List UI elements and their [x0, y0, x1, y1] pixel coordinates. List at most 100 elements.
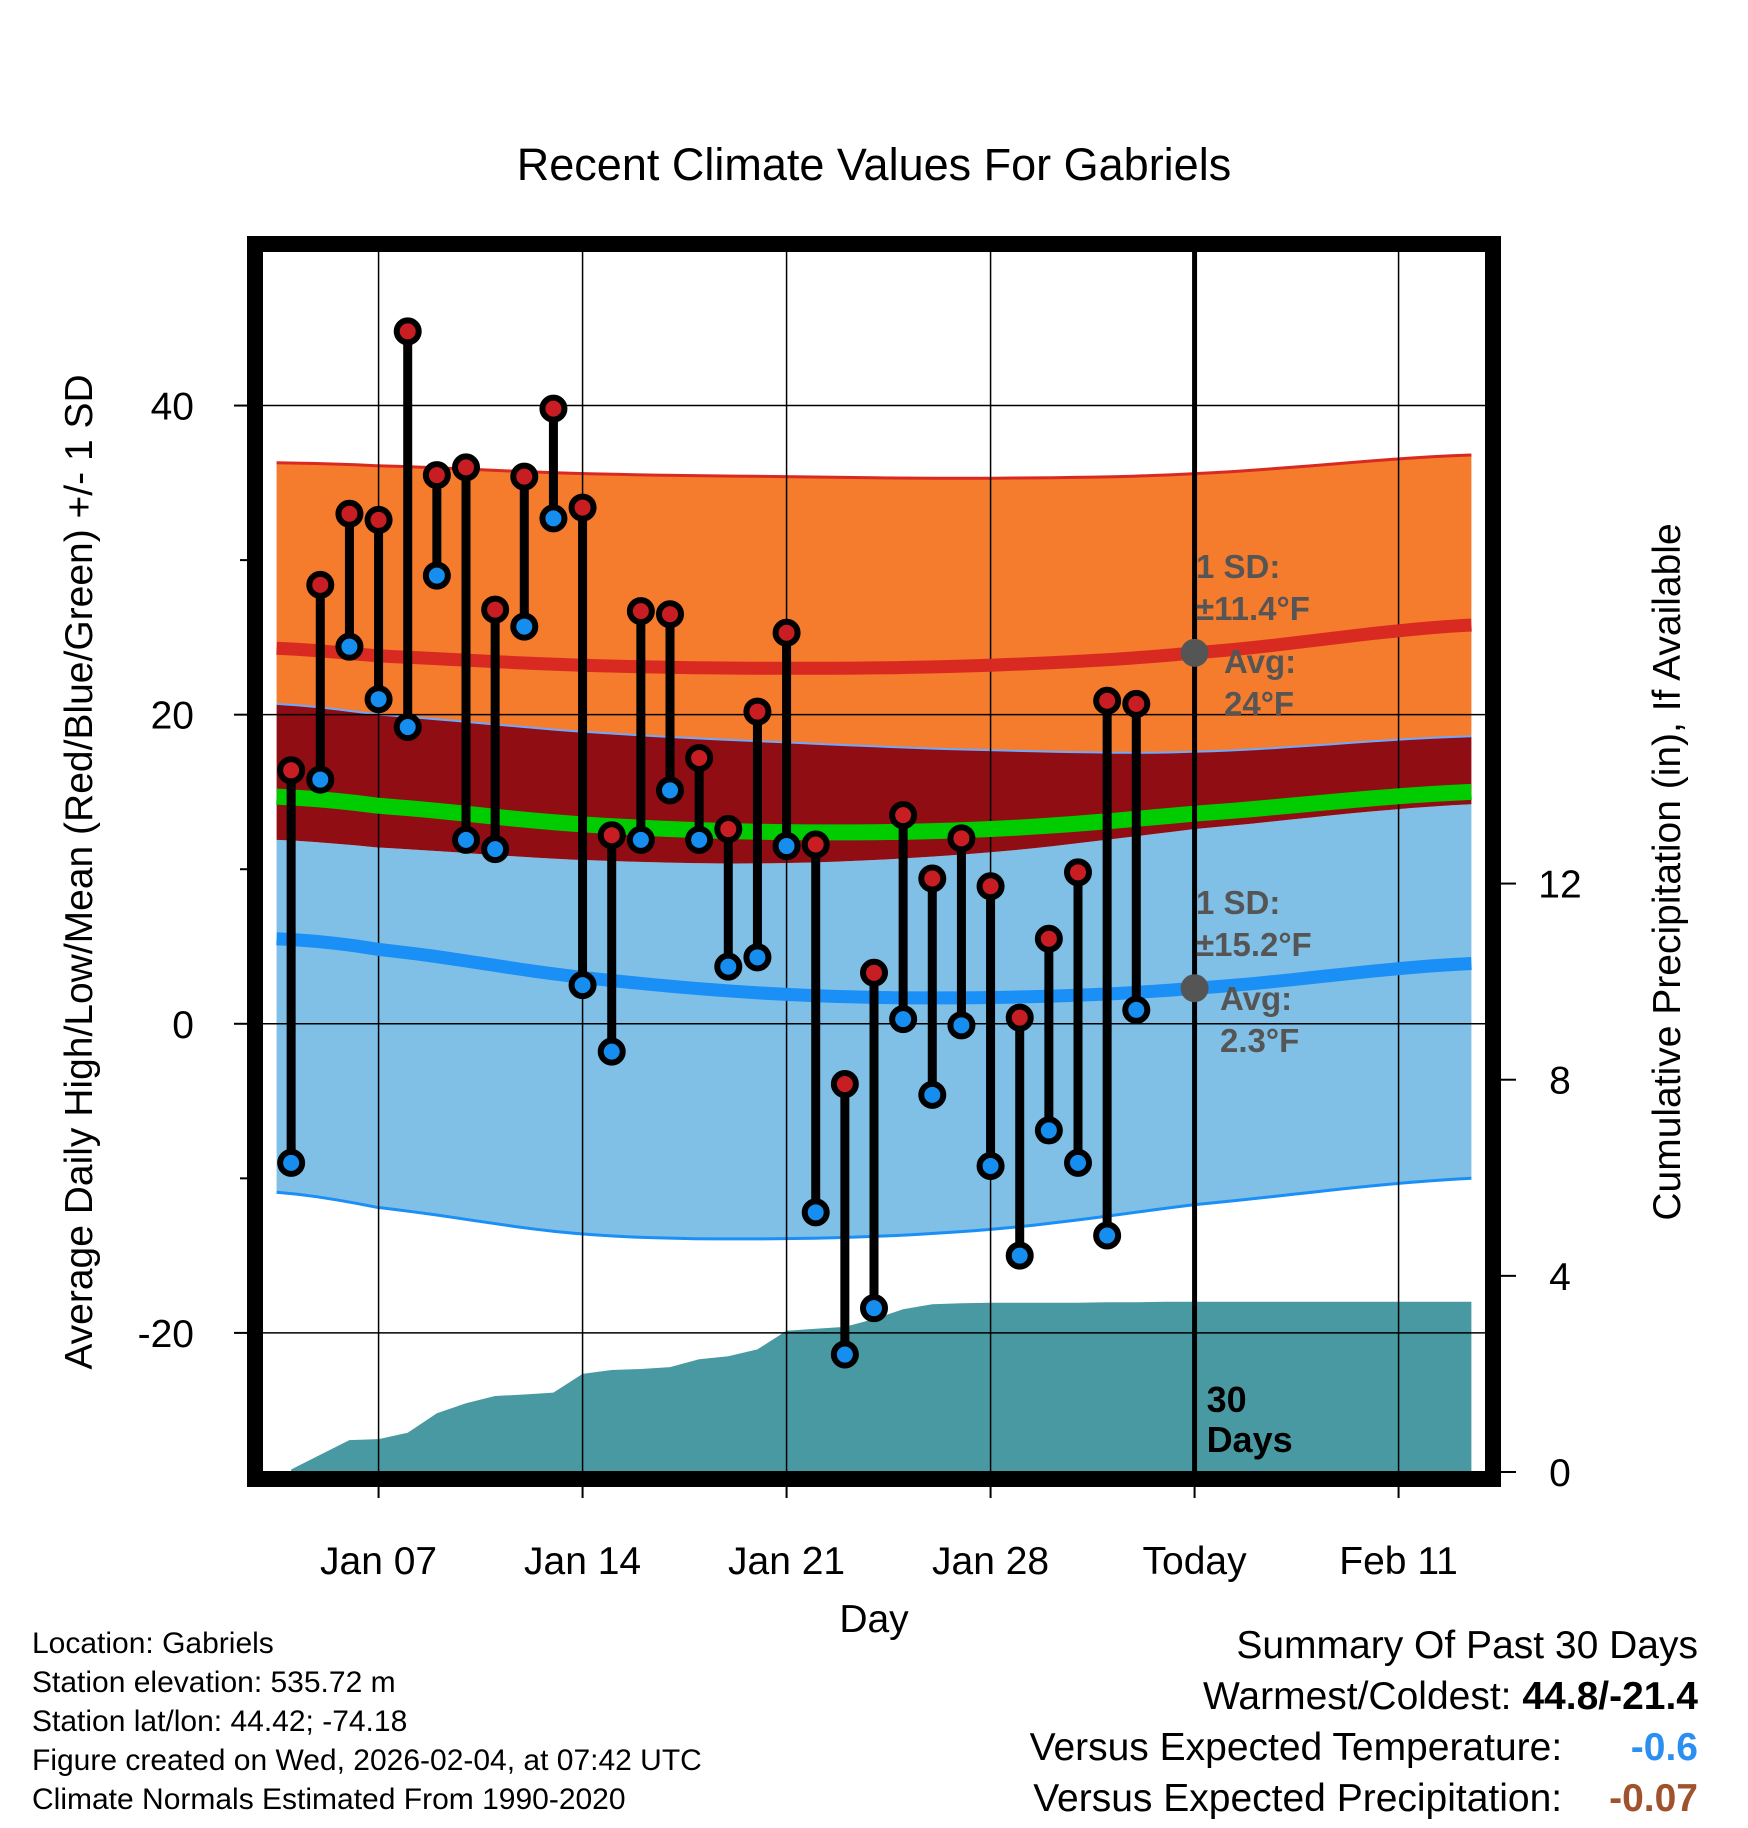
high-temp-dot	[277, 756, 306, 785]
y2-tick-label: 0	[1549, 1452, 1571, 1495]
location-text: Location: Gabriels	[32, 1627, 274, 1660]
high-temp-dot	[947, 824, 976, 853]
mean-line	[276, 783, 1472, 841]
normals-text: Climate Normals Estimated From 1990-2020	[32, 1783, 626, 1816]
summary-temp: Versus Expected Temperature: -0.6	[1030, 1722, 1698, 1773]
y-axis-label-right: Cumulative Precipitation (in), If Availa…	[1646, 523, 1689, 1220]
high-temp-dot	[393, 317, 422, 346]
high-temp-dot	[685, 743, 714, 772]
low-temp-dot	[1064, 1148, 1092, 1177]
y-tick-label: 20	[151, 695, 194, 738]
annotations: 1 SD: ±11.4°F Avg: 24°F 1 SD: ±15.2°F Avg: 2.3°…	[1180, 548, 1312, 1059]
days-label-line2: Days	[1207, 1419, 1293, 1460]
low-temp-dot	[539, 504, 568, 533]
summary-title: Summary Of Past 30 Days	[1236, 1624, 1698, 1667]
high-sd-band	[276, 455, 1472, 753]
low-temp-dot	[947, 1011, 976, 1040]
high-temp-dot	[1122, 689, 1151, 718]
station-info: Location: Gabriels Station elevation: 53…	[32, 1624, 702, 1819]
low-temp-dot	[393, 713, 422, 742]
high-temp-dot	[597, 821, 626, 850]
summary-warmest-coldest: Warmest/Coldest: 44.8/-21.4	[1030, 1671, 1698, 1722]
low-temp-dot	[889, 1005, 918, 1034]
high-temp-dot	[568, 493, 597, 522]
low-temp-dot	[568, 971, 597, 1000]
latlon-text: Station lat/lon: 44.42; -74.18	[32, 1705, 408, 1738]
low-temp-dot	[860, 1294, 888, 1323]
high-temp-dot	[626, 597, 655, 626]
high-sd-value: ±11.4°F	[1196, 590, 1310, 627]
y-tick-label: -20	[138, 1313, 194, 1356]
chart-title: Recent Climate Values For Gabriels	[517, 139, 1231, 190]
plot-frame	[247, 236, 1501, 1487]
low-temp-dot	[830, 1340, 859, 1369]
high-temp-dot	[830, 1070, 859, 1099]
observation-dots	[277, 317, 1151, 1369]
low-temp-dot	[452, 825, 480, 854]
days-label-line1: 30	[1207, 1379, 1247, 1420]
summary-panel: Summary Of Past 30 Days Warmest/Coldest:…	[1030, 1620, 1698, 1824]
low-temp-dot	[1034, 1116, 1063, 1145]
low-temp-dot	[335, 632, 364, 661]
low-temp-dot	[422, 561, 451, 590]
low-avg-value: 2.3°F	[1220, 1022, 1299, 1059]
precip-label: Versus Expected Precipitation:	[1033, 1777, 1563, 1820]
low-temp-dot	[1005, 1241, 1034, 1270]
high-temp-dot	[335, 499, 364, 528]
low-sd-label: 1 SD:	[1196, 884, 1280, 921]
high-temp-dot	[918, 864, 947, 893]
y2-tick-label: 4	[1549, 1256, 1571, 1299]
x-tick-label: Feb 11	[1339, 1540, 1458, 1583]
x-tick-label: Jan 28	[932, 1540, 1049, 1583]
high-temp-dot	[510, 462, 539, 491]
high-temp-dot	[481, 595, 510, 624]
low-sd-value: ±15.2°F	[1196, 926, 1312, 963]
high-avg-label: Avg:	[1224, 643, 1296, 680]
y2-tick-label: 12	[1538, 864, 1581, 907]
high-temp-dot	[772, 618, 801, 647]
precip-value: -0.07	[1609, 1777, 1698, 1820]
low-temp-dot	[976, 1151, 1005, 1180]
low-temp-dot	[306, 765, 335, 794]
low-temp-dot	[743, 943, 772, 972]
low-temp-dot	[510, 612, 539, 641]
low-temp-dot	[481, 835, 510, 864]
high-temp-dot	[889, 801, 918, 830]
precipitation-area	[291, 1301, 1472, 1472]
y-axis-label-left: Average Daily High/Low/Mean (Red/Blue/Gr…	[58, 374, 101, 1369]
summary-precip: Versus Expected Precipitation: -0.07	[1030, 1773, 1698, 1824]
high-temp-dot	[364, 505, 393, 534]
axes: Jan 07 Jan 14 Jan 21 Jan 28 Today Feb 11 -20 0 2…	[138, 236, 1582, 1583]
low-temp-dot	[714, 952, 743, 981]
low-temp-dot	[772, 832, 801, 861]
x-tick-label: Jan 21	[728, 1540, 845, 1583]
y-tick-label: 0	[172, 1004, 194, 1047]
high-avg-marker	[1180, 638, 1209, 667]
high-temp-dot	[1093, 686, 1122, 715]
high-temp-dot	[976, 872, 1005, 901]
high-temp-dot	[306, 570, 335, 599]
low-avg-label: Avg:	[1220, 980, 1292, 1017]
high-sd-label: 1 SD:	[1196, 548, 1280, 585]
low-temp-dot	[918, 1080, 947, 1109]
high-temp-dot	[1005, 1003, 1034, 1032]
high-temp-dot	[539, 394, 568, 423]
low-temp-dot	[1122, 995, 1151, 1024]
x-tick-label: Today	[1143, 1540, 1248, 1583]
high-sd-lower-line	[276, 702, 1472, 754]
high-temp-dot	[452, 453, 480, 482]
high-temp-dot	[801, 830, 830, 859]
y-tick-label: 40	[151, 386, 194, 429]
high-temp-dot	[656, 600, 684, 629]
low-temp-dot	[277, 1148, 306, 1177]
y2-tick-label: 8	[1549, 1060, 1571, 1103]
x-tick-label: Jan 07	[320, 1540, 437, 1583]
low-avg-marker	[1180, 974, 1209, 1003]
low-temp-dot	[626, 825, 655, 854]
x-axis-label: Day	[839, 1598, 909, 1641]
high-temp-dot	[743, 697, 772, 726]
low-temp-dot	[1093, 1221, 1122, 1250]
high-mean-line	[276, 618, 1472, 675]
temp-value: -0.6	[1630, 1726, 1698, 1769]
